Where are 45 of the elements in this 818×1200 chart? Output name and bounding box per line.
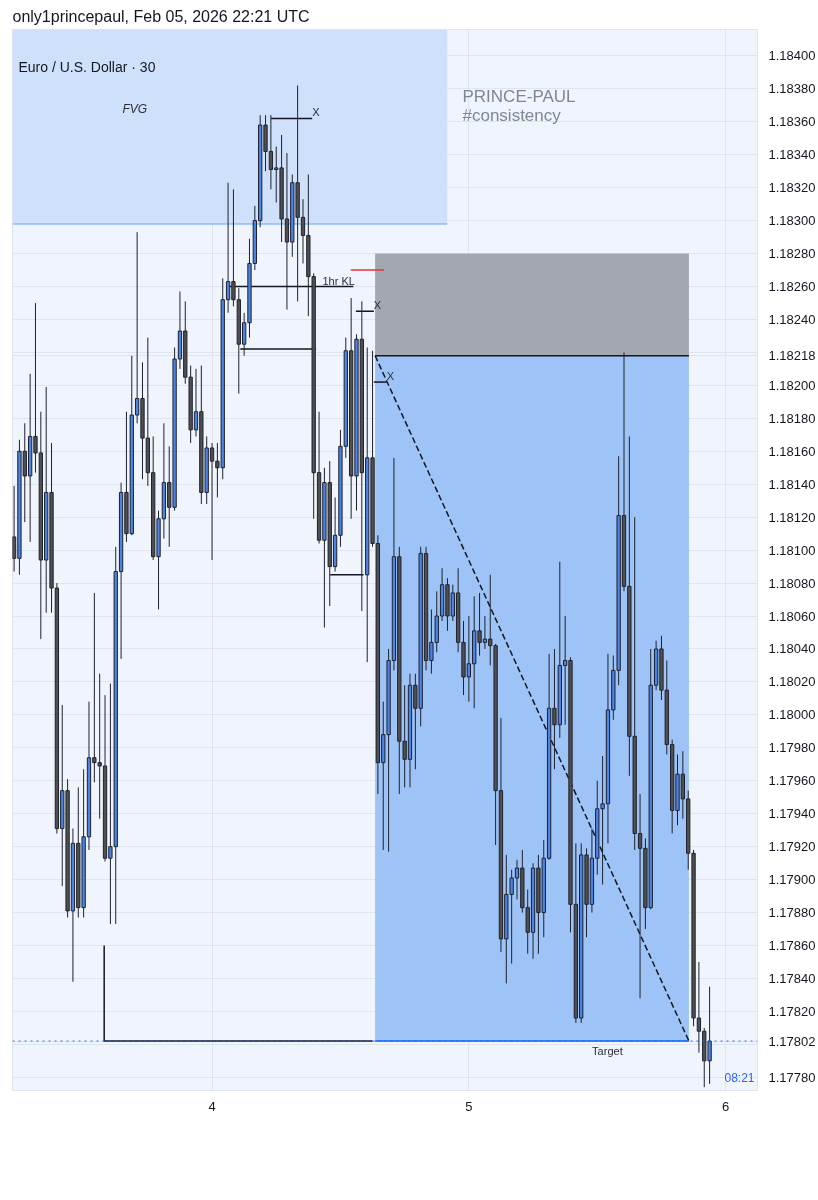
- x-tick-label: 5: [465, 1098, 473, 1114]
- y-tick-label: 1.18380: [768, 81, 816, 97]
- x-tick-label: 4: [208, 1098, 216, 1114]
- y-tick-label: 1.18180: [768, 410, 816, 426]
- y-tick-label: 1.18240: [768, 311, 816, 327]
- x-tick-label: 6: [722, 1098, 730, 1114]
- annotation: 08:21: [724, 1070, 755, 1085]
- y-tick-label: 1.18320: [768, 180, 816, 196]
- y-tick-label: 1.18140: [768, 476, 816, 492]
- y-tick-label: 1.18060: [768, 608, 816, 624]
- y-tick-label: 1.18160: [768, 443, 816, 459]
- y-tick-label: 1.17880: [768, 905, 816, 921]
- y-tick-label: 1.18020: [768, 674, 816, 690]
- y-tick-label: 1.18080: [768, 575, 816, 591]
- y-tick-label: 1.17780: [768, 1069, 816, 1085]
- y-tick-label: 1.17940: [768, 806, 816, 822]
- annotation: #consistency: [462, 105, 562, 125]
- y-tick-label: 1.18100: [768, 542, 816, 558]
- y-tick-label: 1.18000: [768, 707, 816, 723]
- y-tick-label: 1.17980: [768, 740, 816, 756]
- y-tick-label: 1.18260: [768, 279, 816, 295]
- y-tick-label: 1.17920: [768, 839, 816, 855]
- y-tick-label: 1.17802: [768, 1033, 816, 1049]
- y-tick-label: 1.18400: [768, 48, 816, 64]
- annotation: X: [312, 106, 321, 119]
- y-tick-label: 1.17840: [768, 970, 816, 986]
- y-tick-label: 1.18340: [768, 147, 816, 163]
- chart-subtitle: only1princepaul, Feb 05, 2026 22:21 UTC: [12, 7, 310, 25]
- y-tick-label: 1.18280: [768, 246, 816, 262]
- annotation: 1hr KL: [322, 274, 355, 287]
- text: Euro / U.S. Dollar · 30: [18, 58, 156, 75]
- annotation: X: [386, 370, 395, 383]
- y-tick-label: 1.18040: [768, 641, 816, 657]
- y-tick-label: 1.18300: [768, 213, 816, 229]
- annotation: FVG: [122, 101, 148, 116]
- y-tick-label: 1.18200: [768, 377, 816, 393]
- y-tick-label: 1.17960: [768, 773, 816, 789]
- y-tick-label: 1.18120: [768, 509, 816, 525]
- annotation: PRINCE-PAUL: [462, 86, 576, 106]
- annotation: Target: [592, 1045, 623, 1058]
- y-tick-label: 1.18360: [768, 114, 816, 130]
- y-tick-label: 1.17900: [768, 872, 816, 888]
- y-tick-label: 1.17860: [768, 938, 816, 954]
- y-tick-label: 1.18218: [768, 348, 816, 364]
- y-tick-label: 1.17820: [768, 1003, 816, 1019]
